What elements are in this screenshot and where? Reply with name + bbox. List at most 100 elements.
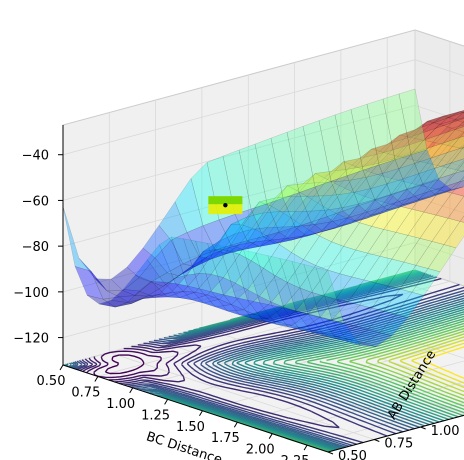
surface-patch xyxy=(339,217,368,227)
surface-patch xyxy=(431,145,461,168)
surface-patch xyxy=(154,239,184,274)
surface-patch xyxy=(431,181,460,198)
surface-patch xyxy=(122,277,152,296)
surface-patch xyxy=(214,223,244,251)
x-tick-label: 2.25 xyxy=(281,454,310,460)
surface-patch xyxy=(291,314,321,329)
contour-line xyxy=(66,272,464,450)
surface-patch xyxy=(202,219,232,251)
surface-patch xyxy=(207,233,236,258)
surface-patch xyxy=(307,206,336,237)
surface-patch xyxy=(275,323,304,329)
surface-patch xyxy=(194,273,224,296)
surface-patch xyxy=(338,176,369,195)
surface-patch xyxy=(398,120,428,138)
surface-patch xyxy=(435,186,464,195)
surface-patch xyxy=(179,291,209,300)
surface-patch xyxy=(426,115,457,125)
z-tick-label: −120 xyxy=(13,332,49,347)
surface-patch xyxy=(226,241,256,254)
surface-patch xyxy=(363,332,393,347)
surface-patch xyxy=(323,185,352,214)
surface-patch xyxy=(422,162,452,185)
contour-line xyxy=(423,346,464,380)
surface-patch xyxy=(394,139,425,160)
surface-patch xyxy=(198,249,228,260)
surface-patch xyxy=(203,224,232,252)
contour-line xyxy=(388,336,464,393)
surface-patch xyxy=(315,267,345,324)
surface-patch xyxy=(423,123,453,144)
surface-patch xyxy=(150,281,180,298)
surface-patch xyxy=(414,142,445,164)
surface-patch xyxy=(262,231,292,244)
surface-patch xyxy=(218,216,249,242)
surface-patch xyxy=(215,304,244,312)
saddle-marker xyxy=(208,196,243,215)
surface-patch xyxy=(451,177,464,197)
surface-patch xyxy=(314,207,344,225)
surface-patch xyxy=(366,98,396,166)
surface-patch xyxy=(334,109,364,177)
surface-patch xyxy=(134,281,164,297)
surface-patch xyxy=(330,203,360,223)
surface-patch xyxy=(219,245,248,301)
surface-patch xyxy=(370,167,401,189)
surface-patch xyxy=(294,195,324,212)
surface-patch xyxy=(210,244,240,260)
surface-patch xyxy=(218,282,248,305)
contour-line xyxy=(365,330,464,400)
surface-patch xyxy=(355,226,385,254)
surface-patch xyxy=(410,134,441,155)
surface-patch xyxy=(263,321,292,326)
surface-patch xyxy=(230,240,260,250)
surface-patch xyxy=(326,210,356,227)
surface-patch xyxy=(426,172,457,193)
surface-patch xyxy=(418,151,449,175)
surface-patch xyxy=(366,158,397,178)
surface-patch xyxy=(234,297,265,322)
surface-patch xyxy=(379,155,409,179)
surface-patch xyxy=(350,162,381,181)
surface-patch xyxy=(450,124,464,133)
surface-patch xyxy=(423,189,453,216)
surface-patch xyxy=(254,137,284,205)
surface-patch xyxy=(443,147,464,170)
contour-line xyxy=(73,275,464,447)
surface-patch xyxy=(374,194,404,211)
y-tick xyxy=(420,426,426,430)
surface-patch xyxy=(339,249,369,278)
surface-patch xyxy=(271,304,301,330)
surface-patch xyxy=(431,111,460,125)
grid-line-z xyxy=(62,196,464,293)
surface-patch xyxy=(387,181,417,207)
surface-patch xyxy=(410,177,441,198)
z-tick-label: −40 xyxy=(22,149,49,164)
surface-patch xyxy=(430,137,461,159)
surface-patch xyxy=(339,166,368,192)
surface-patch xyxy=(146,244,176,284)
surface-patch xyxy=(439,118,464,136)
surface-patch xyxy=(231,247,261,304)
surface-patch xyxy=(311,179,340,207)
surface-patch xyxy=(142,224,172,259)
surface-patch xyxy=(451,111,464,124)
surface-patch xyxy=(282,210,312,228)
surface-patch xyxy=(343,304,373,327)
surface-patch xyxy=(419,191,448,200)
surface-patch xyxy=(218,213,248,246)
surface-patch xyxy=(275,252,304,283)
surface-patch xyxy=(438,158,464,179)
surface-patch xyxy=(90,270,120,300)
surface-patch xyxy=(395,208,425,236)
surface-patch xyxy=(126,290,156,303)
surface-patch xyxy=(234,208,264,241)
surface-patch xyxy=(246,299,277,325)
surface-patch xyxy=(247,267,276,297)
surface-patch xyxy=(246,236,276,247)
surface-patch xyxy=(286,224,316,239)
surface-patch xyxy=(447,110,464,119)
surface-patch xyxy=(307,313,337,339)
surface-patch xyxy=(110,289,140,303)
